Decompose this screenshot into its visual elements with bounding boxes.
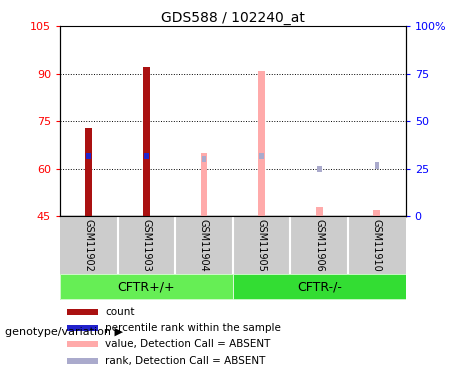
Text: rank, Detection Call = ABSENT: rank, Detection Call = ABSENT xyxy=(105,356,265,366)
Bar xyxy=(67,309,98,315)
Text: GSM11910: GSM11910 xyxy=(372,219,382,272)
Text: percentile rank within the sample: percentile rank within the sample xyxy=(105,323,281,333)
FancyBboxPatch shape xyxy=(233,274,406,299)
Bar xyxy=(143,68,150,216)
Bar xyxy=(316,207,323,216)
Bar xyxy=(67,341,98,348)
Bar xyxy=(374,162,379,169)
Text: CFTR-/-: CFTR-/- xyxy=(297,280,342,293)
Bar xyxy=(67,358,98,364)
Bar xyxy=(373,210,380,216)
Bar xyxy=(67,325,98,331)
Title: GDS588 / 102240_at: GDS588 / 102240_at xyxy=(161,11,305,25)
Bar xyxy=(317,165,321,172)
FancyBboxPatch shape xyxy=(60,274,233,299)
Bar xyxy=(201,153,207,216)
Text: GSM11903: GSM11903 xyxy=(142,219,151,272)
Text: count: count xyxy=(105,307,134,317)
Text: GSM11905: GSM11905 xyxy=(257,219,266,272)
Bar xyxy=(85,128,92,216)
Bar xyxy=(258,70,265,216)
Bar xyxy=(201,156,206,162)
Text: CFTR+/+: CFTR+/+ xyxy=(118,280,175,293)
Text: GSM11902: GSM11902 xyxy=(84,219,94,272)
Text: genotype/variation ▶: genotype/variation ▶ xyxy=(5,327,123,337)
Bar xyxy=(144,153,148,159)
Text: value, Detection Call = ABSENT: value, Detection Call = ABSENT xyxy=(105,339,270,350)
Bar xyxy=(86,153,91,159)
Text: GSM11906: GSM11906 xyxy=(314,219,324,272)
Text: GSM11904: GSM11904 xyxy=(199,219,209,272)
Bar xyxy=(259,153,264,159)
